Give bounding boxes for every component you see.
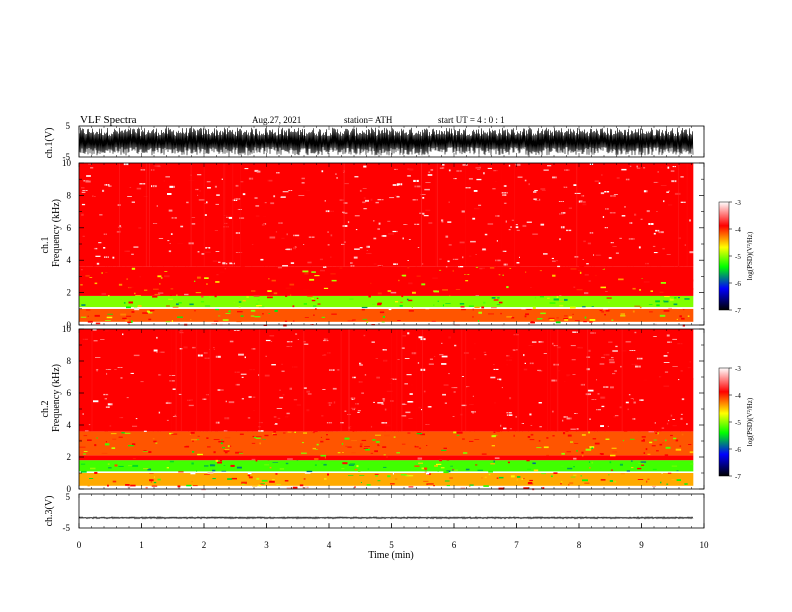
ch2-ytick-4: 4: [67, 420, 72, 430]
ch1-colorbar-label: log(PSD)(V²/Hz): [746, 231, 754, 280]
ch2-band-1: [79, 473, 694, 486]
x-tick-3: 3: [264, 540, 269, 550]
ch1-frequency-label: Frequency (kHz): [51, 199, 62, 267]
ch1-colorbar-tick--7: -7: [735, 307, 741, 315]
x-tick-0: 0: [77, 540, 82, 550]
ch1-ytick-8: 8: [67, 190, 72, 200]
ch1-colorbar-tick--3: -3: [735, 199, 741, 207]
ch3-ytick-5: 5: [66, 492, 71, 502]
ch1-band-4: [79, 291, 694, 296]
ch1-colorbar-tick--5: -5: [735, 253, 741, 261]
ch2-band-0: [79, 485, 694, 489]
ch2-channel-label: ch.2: [40, 401, 51, 418]
ch1-ytick-0: 0: [67, 320, 72, 330]
x-tick-9: 9: [639, 540, 644, 550]
ch1-band-2: [79, 307, 694, 309]
ch1-channel-label: ch.1: [40, 237, 51, 254]
ch2-colorbar-tick--7: -7: [735, 473, 741, 481]
station-label: station= ATH: [344, 115, 393, 125]
ch2-ytick-0: 0: [67, 484, 72, 494]
ch2-band-2: [79, 471, 694, 473]
x-tick-1: 1: [139, 540, 144, 550]
ch1-waveform-trace: [78, 127, 694, 156]
x-tick-5: 5: [389, 540, 394, 550]
ch1-ytick-4: 4: [67, 255, 72, 265]
ch1-band-0: [79, 321, 694, 325]
ch1-band-3: [79, 295, 694, 308]
ch2-ytick-10: 10: [62, 324, 72, 334]
ch1-band-6: [79, 163, 694, 267]
ch1-colorbar-tick--6: -6: [735, 280, 741, 288]
ch2-ytick-2: 2: [67, 452, 72, 462]
x-tick-7: 7: [514, 540, 519, 550]
figure-title: VLF Spectra: [80, 114, 137, 126]
x-axis-label: Time (min): [368, 550, 413, 561]
ch2-colorbar: -3 -4 -5 -6 -7 log(PSD)(V²/Hz): [718, 365, 754, 481]
ch1-ytick-6: 6: [67, 223, 72, 233]
x-tick-10: 10: [700, 540, 710, 550]
ch1-spectrogram-image: [79, 163, 704, 327]
ch2-frequency-label: Frequency (kHz): [51, 364, 62, 432]
ch1-ytick-2: 2: [67, 288, 72, 298]
ch1-colorbar-tick--4: -4: [735, 226, 741, 234]
ch2-spectrogram-image: [79, 329, 704, 491]
ch3-waveform-trace: [78, 516, 694, 520]
ch2-colorbar-bar: [718, 367, 730, 477]
ch3-ytick-neg5: -5: [63, 523, 71, 533]
ch2-ytick-8: 8: [67, 356, 72, 366]
ch2-colorbar-tick--4: -4: [735, 392, 741, 400]
ch1-ytick-10: 10: [62, 158, 72, 168]
ch2-spectrogram-panel: 0 2 4 6 8 10 ch.2 Frequency (kHz): [40, 324, 705, 494]
ch3-waveform-frame: [78, 493, 705, 529]
ch3-waveform-panel: 5 -5 ch.3(V) 0 1 2 3 4 5 6 7 8 9 10 Time (min): [44, 126, 709, 561]
ch1-ytick-5: 5: [66, 121, 71, 131]
x-tick-6: 6: [452, 540, 457, 550]
ch1-ylabel: ch.1(V): [44, 128, 55, 159]
ch1-spectrogram-panel: 0 2 4 6 8 10 ch.1 Frequency (kHz): [40, 158, 705, 330]
ch2-band-3: [79, 460, 694, 472]
ch1-waveform-panel: 5 -5 ch.1(V): [44, 121, 705, 162]
ch1-ytick-neg5: -5: [63, 152, 71, 162]
ch2-colorbar-tick--5: -5: [735, 419, 741, 427]
start-time-label: start UT = 4 : 0 : 1: [438, 115, 505, 125]
ch3-ylabel: ch.3(V): [44, 496, 55, 527]
ch1-colorbar: -3 -4 -5 -6 -7 log(PSD)(V²/Hz): [718, 199, 754, 315]
x-tick-2: 2: [202, 540, 207, 550]
x-tick-4: 4: [327, 540, 332, 550]
ch2-colorbar-tick--3: -3: [735, 365, 741, 373]
ch1-band-5: [79, 266, 694, 291]
date-label: Aug.27, 2021: [252, 115, 301, 125]
ch2-colorbar-tick--6: -6: [735, 446, 741, 454]
ch2-colorbar-label: log(PSD)(V²/Hz): [746, 397, 754, 446]
x-tick-8: 8: [577, 540, 582, 550]
ch1-colorbar-bar: [718, 201, 730, 311]
ch2-ytick-6: 6: [67, 388, 72, 398]
